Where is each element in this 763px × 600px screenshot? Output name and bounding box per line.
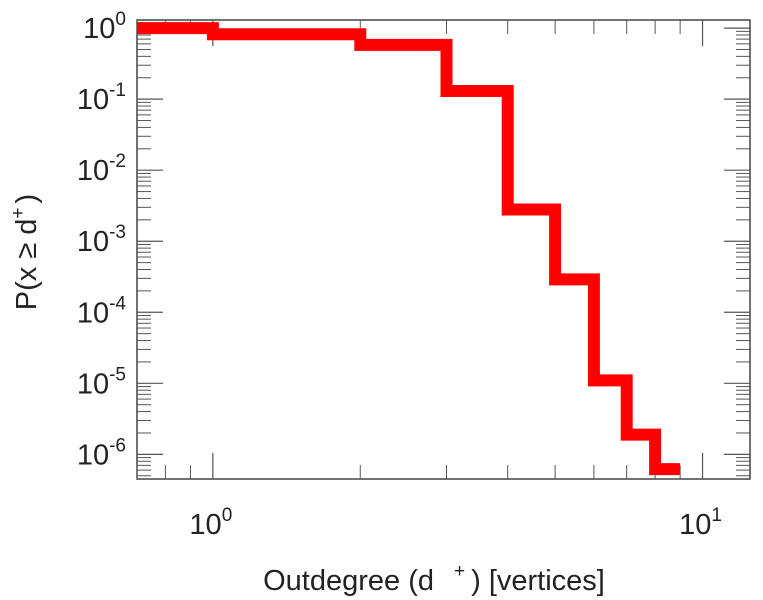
y-axis-label-suffix: ) [11, 194, 43, 204]
x-tick-label-exp: 1 [711, 505, 722, 526]
major-ticks [137, 20, 750, 479]
data-point [654, 468, 656, 470]
y-tick-label-base: 10 [77, 297, 109, 329]
x-tick-label-base: 10 [679, 509, 711, 541]
data-point [626, 434, 628, 436]
y-tick-label-base: 10 [77, 368, 109, 400]
y-axis-label-superscript: + [8, 207, 29, 218]
plot-frame [136, 19, 751, 480]
y-tick-label: 10-4 [77, 293, 127, 329]
y-tick-label: 10-5 [77, 364, 126, 400]
y-tick-label-exp: -3 [109, 222, 126, 243]
data-point [359, 44, 361, 46]
x-axis-label: Outdegree (d + ) [vertices] [263, 561, 605, 597]
x-tick-label: 101 [679, 505, 722, 541]
y-tick-label-base: 10 [77, 226, 109, 258]
y-tick-label-exp: -2 [109, 151, 126, 172]
y-tick-label-exp: -4 [109, 293, 126, 314]
y-axis-label-main: P(x ≥ d [11, 219, 43, 311]
x-axis-label-superscript: + [454, 561, 465, 582]
data-point [507, 209, 509, 210]
series-group [136, 22, 681, 476]
y-tick-label-base: 10 [77, 155, 109, 187]
y-tick-label: 10-6 [77, 435, 126, 471]
data-point [446, 90, 447, 92]
y-tick-label: 10-2 [77, 151, 126, 187]
data-point [593, 379, 595, 381]
y-tick-label-exp: -1 [109, 80, 126, 101]
y-tick-label-exp: 0 [115, 9, 126, 30]
y-tick-label: 100 [83, 9, 126, 45]
x-axis-label-main: Outdegree (d [263, 565, 434, 597]
y-tick-label: 10-1 [77, 80, 126, 116]
y-axis-label: P(x ≥ d+) [8, 194, 43, 310]
y-tick-label-base: 10 [83, 13, 115, 45]
y-tick-label: 10-3 [77, 222, 126, 258]
x-tick-label-exp: 0 [222, 505, 233, 526]
data-point [136, 27, 138, 29]
data-point [554, 278, 556, 280]
y-tick-label-exp: -5 [109, 364, 126, 385]
y-tick-label-exp: -6 [109, 435, 126, 456]
x-tick-label: 100 [189, 505, 232, 541]
series-line-0 [137, 22, 681, 476]
data-point [212, 33, 214, 35]
y-tick-label-base: 10 [77, 84, 109, 116]
minor-ticks [136, 20, 750, 479]
x-tick-label-base: 10 [189, 509, 221, 541]
x-tick-labels: 100 101 [189, 505, 722, 541]
y-tick-label-base: 10 [77, 439, 109, 471]
x-axis-label-suffix: ) [vertices] [471, 565, 605, 597]
data-point [679, 468, 681, 470]
